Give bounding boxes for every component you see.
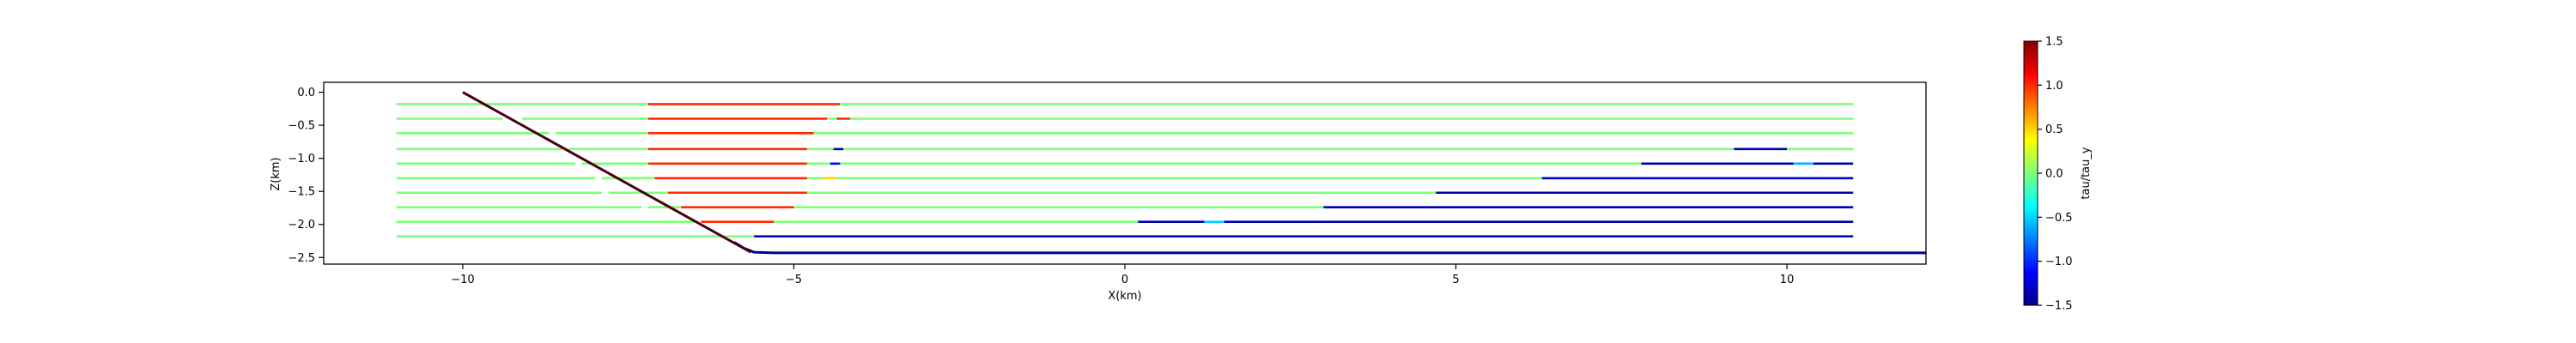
x-tick-label: 0 [1121,274,1128,286]
x-tick-label: −5 [786,274,802,286]
fault-line [462,91,752,254]
x-tick-label: 5 [1452,274,1459,286]
colorbar-tick-label: −1.0 [2045,256,2073,268]
y-tick-label: 0.0 [297,87,315,99]
x-axis-label: X(km) [1108,290,1141,303]
colorbar-tick-label: 0.0 [2045,168,2063,181]
x-tick-label: 10 [1780,274,1795,286]
colorbar-tick-label: 1.5 [2045,36,2063,49]
y-tick-label: −1.0 [288,153,315,165]
y-axis-label: Z(km) [270,157,283,190]
plot-marks [396,91,1926,255]
x-axis-ticks: −10 −5 0 5 10 [451,264,1794,286]
colorbar-label: tau/tau_y [2080,147,2093,199]
y-tick-label: −2.0 [288,219,315,232]
colorbar [2023,40,2038,306]
y-tick-label: −1.5 [288,186,315,199]
colorbar-tick-label: 0.5 [2045,123,2063,136]
colorbar-tick-label: −1.5 [2045,300,2073,313]
x-tick-label: −10 [451,274,474,286]
y-tick-label: −2.5 [288,252,315,265]
colorbar-ticks: 1.5 1.0 0.5 0.0 −0.5 −1.0 −1.5 [2038,36,2073,313]
y-axis-ticks: 0.0 −0.5 −1.0 −1.5 −2.0 −2.5 [288,87,324,265]
colorbar-tick-label: −0.5 [2045,212,2073,225]
colorbar-tick-label: 1.0 [2045,80,2063,93]
basement-line [733,241,1926,255]
y-tick-label: −0.5 [288,120,315,133]
